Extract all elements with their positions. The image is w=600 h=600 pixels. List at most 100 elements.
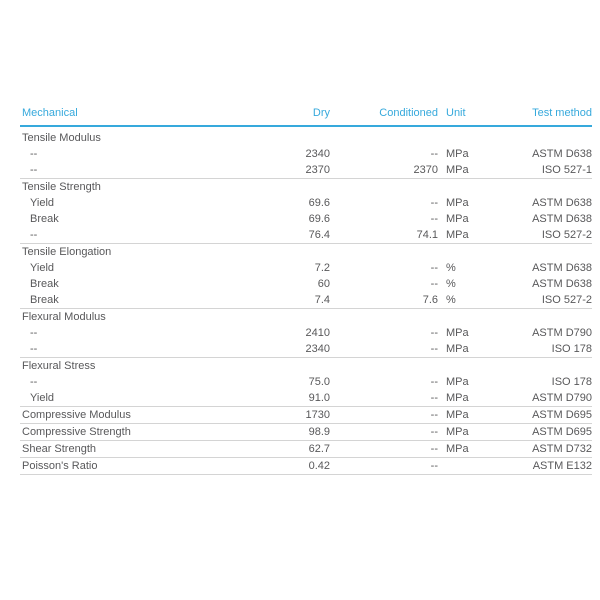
table-header-row: Mechanical Dry Conditioned Unit Test met… (20, 107, 592, 127)
cell-conditioned: 7.6 (330, 292, 438, 309)
cell-unit: MPa (446, 327, 469, 339)
cell-unit: MPa (438, 423, 500, 441)
table-row: -- 75.0 -- MPa ISO 178 (20, 374, 592, 390)
cell-conditioned: -- (430, 197, 438, 209)
cell-property-label: Poisson's Ratio (20, 457, 280, 475)
cell-test-method (500, 126, 592, 146)
table-body: Tensile Modulus -- 2340 -- MPa ASTM D638 -- 237… (20, 126, 592, 475)
table-row: -- 2410 -- MPa ASTM D790 (20, 325, 592, 341)
cell-test-method: ISO 527-1 (500, 162, 592, 179)
cell-conditioned: -- (430, 278, 438, 290)
cell-dry: 75.0 (308, 376, 330, 388)
cell-property: -- (20, 162, 280, 179)
cell-conditioned (330, 309, 438, 326)
cell-property: Break (30, 278, 59, 290)
cell-property: -- (20, 341, 280, 358)
section-header-row: Tensile Modulus (20, 126, 592, 146)
table-row: -- 2340 -- MPa ASTM D638 (20, 146, 592, 162)
cell-unit: MPa (438, 162, 500, 179)
table-row: Yield 7.2 --% ASTM D638 (20, 260, 592, 276)
cell-dry: 91.0 (280, 390, 330, 407)
cell-conditioned (330, 179, 438, 196)
cell-test-method (500, 244, 592, 261)
cell-conditioned: 2370 (330, 162, 438, 179)
cell-property-label: Compressive Strength (20, 423, 280, 441)
table-row: -- 2370 2370 MPa ISO 527-1 (20, 162, 592, 179)
cell-test-method: ASTM D695 (500, 406, 592, 424)
cell-unit (438, 179, 500, 196)
cell-unit: MPa (438, 227, 500, 244)
column-header-dry: Dry (280, 107, 330, 127)
cell-property: -- (20, 227, 280, 244)
cell-dry: 76.4 (280, 227, 330, 244)
cell-test-method: ASTM E132 (500, 457, 592, 475)
cell-property-label: Flexural Stress (22, 360, 96, 372)
cell-unit: % (438, 292, 500, 309)
property-row: Poisson's Ratio 0.42 -- ASTM E132 (20, 457, 592, 475)
cell-unit (438, 126, 500, 146)
cell-conditioned: -- (430, 262, 438, 274)
cell-property: -- (30, 148, 38, 160)
cell-unit: MPa (438, 341, 500, 358)
cell-test-method: ISO 527-2 (500, 292, 592, 309)
cell-unit: MPa (438, 406, 500, 424)
table-row: -- 76.4 74.1 MPa ISO 527-2 (20, 227, 592, 244)
cell-property: Yield (30, 197, 55, 209)
cell-dry (280, 309, 330, 326)
cell-property-label: Tensile Modulus (22, 132, 101, 144)
property-row: Compressive Modulus 1730 -- MPa ASTM D695 (20, 406, 592, 424)
section-header-row: Flexural Modulus (20, 309, 592, 326)
cell-unit: % (446, 262, 456, 274)
section-header-row: Flexural Stress (20, 358, 592, 375)
table-row: Break 60 --% ASTM D638 (20, 276, 592, 292)
cell-dry: 2340 (305, 148, 330, 160)
cell-dry: 60 (317, 278, 330, 290)
cell-test-method: ASTM D638 (532, 262, 592, 274)
cell-test-method (500, 358, 592, 375)
cell-dry: 98.9 (280, 423, 330, 441)
cell-unit: MPa (438, 440, 500, 458)
cell-conditioned: -- (330, 423, 438, 441)
cell-dry (280, 179, 330, 196)
cell-conditioned: -- (330, 341, 438, 358)
cell-property: -- (30, 376, 38, 388)
column-header-test-method: Test method (500, 107, 592, 127)
cell-dry: 7.4 (280, 292, 330, 309)
cell-conditioned: -- (330, 440, 438, 458)
cell-unit: % (446, 278, 456, 290)
table-row: Break 69.6 -- MPa ASTM D638 (20, 211, 592, 227)
table-row: Yield 69.6 -- MPa ASTM D638 (20, 195, 592, 211)
cell-property-label: Compressive Modulus (20, 406, 280, 424)
cell-test-method: ASTM D732 (500, 440, 592, 458)
cell-dry: 7.2 (314, 262, 330, 274)
cell-conditioned: 74.1 (330, 227, 438, 244)
cell-conditioned: -- (430, 376, 438, 388)
cell-unit: MPa (446, 197, 469, 209)
cell-conditioned (330, 358, 438, 375)
cell-conditioned: -- (330, 457, 438, 475)
cell-dry: 0.42 (280, 457, 330, 475)
section-header-row: Tensile Strength (20, 179, 592, 196)
property-row: Shear Strength 62.7 -- MPa ASTM D732 (20, 440, 592, 458)
cell-conditioned: -- (430, 213, 438, 225)
table-row: Break 7.4 7.6% ISO 527-2 (20, 292, 592, 309)
section-header-row: Tensile Elongation (20, 244, 592, 261)
property-row: Compressive Strength 98.9 -- MPa ASTM D695 (20, 423, 592, 441)
cell-test-method: ASTM D638 (532, 213, 592, 225)
cell-test-method (500, 179, 592, 196)
cell-unit: MPa (446, 213, 469, 225)
cell-unit: MPa (446, 376, 469, 388)
table-row: Yield 91.0 -- MPa ASTM D790 (20, 390, 592, 407)
cell-dry: 2340 (280, 341, 330, 358)
cell-test-method: ASTM D638 (532, 197, 592, 209)
cell-test-method: ISO 527-2 (500, 227, 592, 244)
cell-property: Yield (30, 262, 55, 274)
column-header-mechanical: Mechanical (20, 107, 280, 127)
cell-conditioned: -- (430, 327, 438, 339)
cell-dry (280, 126, 330, 146)
cell-test-method: ASTM D638 (532, 278, 592, 290)
cell-property-label: Shear Strength (20, 440, 280, 458)
cell-dry: 1730 (280, 406, 330, 424)
cell-conditioned: -- (330, 406, 438, 424)
